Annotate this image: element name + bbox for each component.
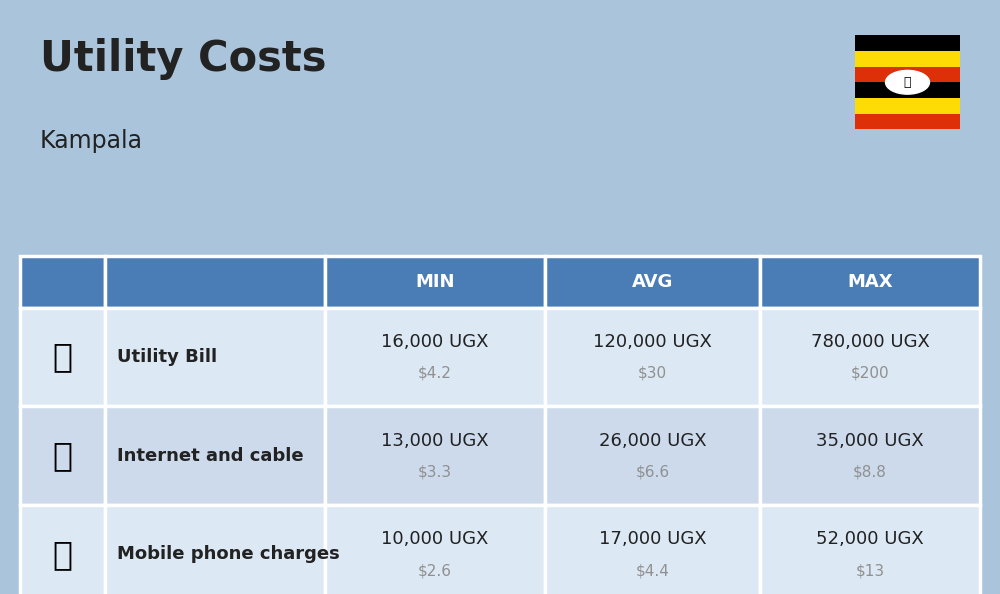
FancyBboxPatch shape	[545, 308, 760, 406]
FancyBboxPatch shape	[545, 505, 760, 594]
FancyBboxPatch shape	[855, 83, 960, 98]
Text: 🐦: 🐦	[904, 76, 911, 89]
Text: Kampala: Kampala	[40, 129, 143, 153]
FancyBboxPatch shape	[855, 98, 960, 114]
FancyBboxPatch shape	[545, 256, 760, 308]
Text: MAX: MAX	[847, 273, 893, 291]
Text: Mobile phone charges: Mobile phone charges	[117, 545, 340, 564]
Text: $8.8: $8.8	[853, 465, 887, 479]
FancyBboxPatch shape	[545, 406, 760, 505]
FancyBboxPatch shape	[855, 67, 960, 83]
FancyBboxPatch shape	[325, 308, 545, 406]
Text: $4.2: $4.2	[418, 366, 452, 381]
Text: 10,000 UGX: 10,000 UGX	[381, 530, 489, 548]
Text: $3.3: $3.3	[418, 465, 452, 479]
FancyBboxPatch shape	[20, 505, 105, 594]
Text: MIN: MIN	[415, 273, 455, 291]
FancyBboxPatch shape	[760, 505, 980, 594]
Text: $2.6: $2.6	[418, 563, 452, 578]
Text: $13: $13	[855, 563, 885, 578]
Text: Internet and cable: Internet and cable	[117, 447, 304, 465]
FancyBboxPatch shape	[20, 256, 105, 308]
FancyBboxPatch shape	[760, 406, 980, 505]
FancyBboxPatch shape	[760, 256, 980, 308]
Text: AVG: AVG	[632, 273, 673, 291]
Text: 26,000 UGX: 26,000 UGX	[599, 432, 706, 450]
FancyBboxPatch shape	[325, 505, 545, 594]
Text: 📶: 📶	[52, 439, 72, 472]
FancyBboxPatch shape	[325, 406, 545, 505]
Text: 35,000 UGX: 35,000 UGX	[816, 432, 924, 450]
FancyBboxPatch shape	[855, 35, 960, 51]
FancyBboxPatch shape	[760, 308, 980, 406]
Text: $200: $200	[851, 366, 889, 381]
FancyBboxPatch shape	[105, 505, 325, 594]
FancyBboxPatch shape	[325, 256, 545, 308]
Text: 52,000 UGX: 52,000 UGX	[816, 530, 924, 548]
Text: 780,000 UGX: 780,000 UGX	[811, 333, 929, 351]
FancyBboxPatch shape	[105, 256, 325, 308]
FancyBboxPatch shape	[20, 406, 105, 505]
Text: 17,000 UGX: 17,000 UGX	[599, 530, 706, 548]
FancyBboxPatch shape	[105, 406, 325, 505]
Text: $4.4: $4.4	[636, 563, 669, 578]
Text: Utility Costs: Utility Costs	[40, 38, 326, 80]
Circle shape	[886, 71, 930, 94]
Text: 13,000 UGX: 13,000 UGX	[381, 432, 489, 450]
Text: 📱: 📱	[52, 538, 72, 571]
Text: 🔌: 🔌	[52, 340, 72, 374]
FancyBboxPatch shape	[855, 114, 960, 129]
Text: $30: $30	[638, 366, 667, 381]
Text: 120,000 UGX: 120,000 UGX	[593, 333, 712, 351]
FancyBboxPatch shape	[855, 51, 960, 67]
Text: 16,000 UGX: 16,000 UGX	[381, 333, 489, 351]
FancyBboxPatch shape	[20, 308, 105, 406]
FancyBboxPatch shape	[105, 308, 325, 406]
Text: $6.6: $6.6	[635, 465, 670, 479]
Text: Utility Bill: Utility Bill	[117, 348, 217, 366]
